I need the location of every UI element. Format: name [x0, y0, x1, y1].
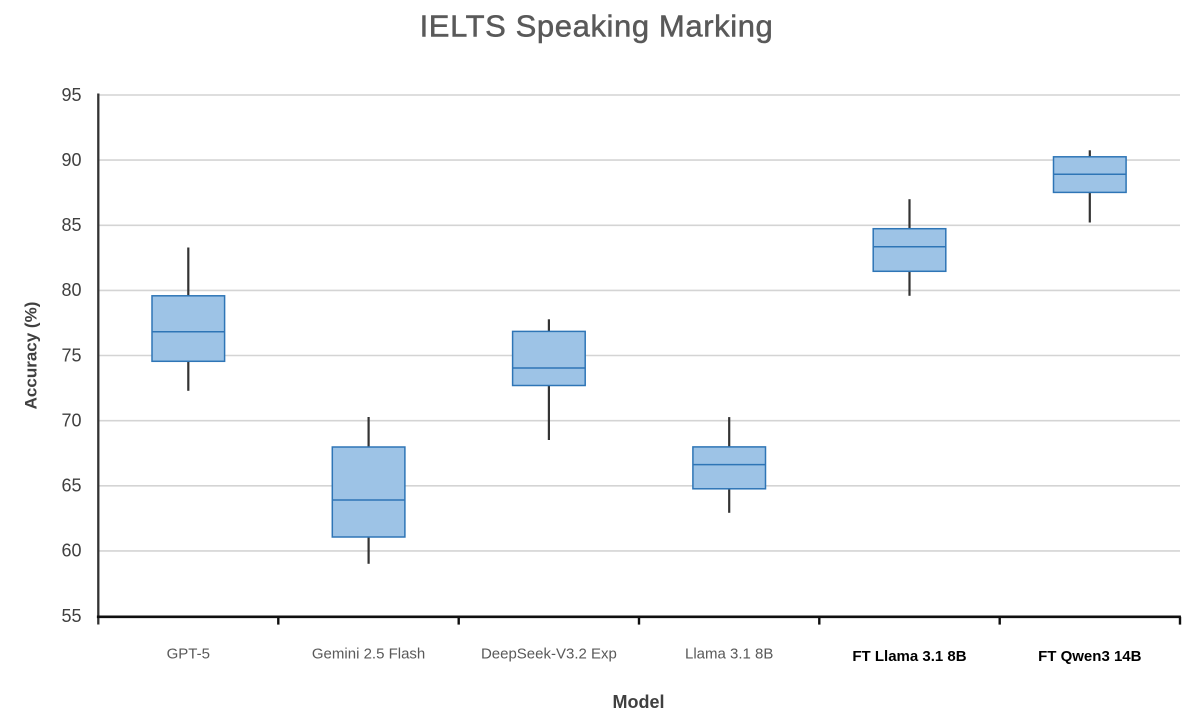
svg-text:FT Qwen3 14B: FT Qwen3 14B: [1038, 648, 1142, 665]
svg-text:DeepSeek-V3.2 Exp: DeepSeek-V3.2 Exp: [481, 646, 617, 663]
svg-text:70: 70: [61, 411, 81, 431]
svg-text:Llama 3.1 8B: Llama 3.1 8B: [685, 646, 773, 663]
svg-text:Model: Model: [613, 692, 665, 712]
svg-text:65: 65: [61, 476, 81, 496]
svg-text:75: 75: [61, 345, 81, 365]
svg-text:GPT-5: GPT-5: [167, 646, 210, 663]
svg-text:55: 55: [61, 606, 81, 626]
svg-text:IELTS Speaking Marking: IELTS Speaking Marking: [420, 9, 774, 44]
svg-text:Accuracy (%): Accuracy (%): [21, 302, 40, 410]
svg-text:95: 95: [61, 85, 81, 105]
svg-text:60: 60: [61, 541, 81, 561]
svg-text:80: 80: [61, 280, 81, 300]
svg-text:FT Llama 3.1 8B: FT Llama 3.1 8B: [852, 648, 966, 665]
svg-text:90: 90: [61, 150, 81, 170]
svg-text:85: 85: [61, 215, 81, 235]
svg-text:Gemini 2.5 Flash: Gemini 2.5 Flash: [312, 646, 425, 663]
